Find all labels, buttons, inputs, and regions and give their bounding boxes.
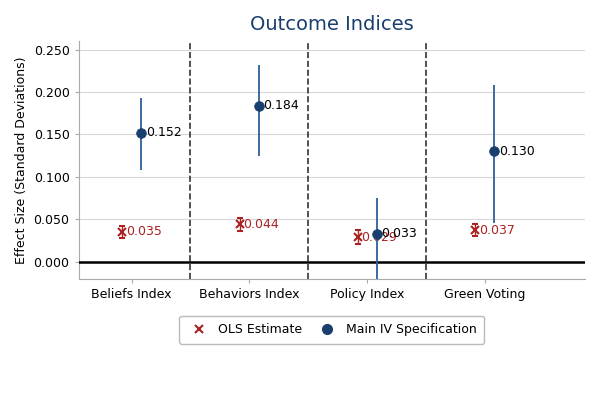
Text: 0.029: 0.029 [361, 231, 397, 244]
Text: 0.044: 0.044 [244, 218, 279, 231]
Text: 0.035: 0.035 [125, 226, 161, 239]
Text: 0.152: 0.152 [146, 126, 181, 139]
Text: 0.033: 0.033 [381, 227, 417, 240]
Text: 0.184: 0.184 [263, 99, 299, 112]
Title: Outcome Indices: Outcome Indices [250, 15, 413, 34]
Legend: OLS Estimate, Main IV Specification: OLS Estimate, Main IV Specification [179, 316, 484, 344]
Text: 0.037: 0.037 [479, 224, 515, 237]
Y-axis label: Effect Size (Standard Deviations): Effect Size (Standard Deviations) [15, 56, 28, 264]
Text: 0.130: 0.130 [499, 145, 535, 158]
